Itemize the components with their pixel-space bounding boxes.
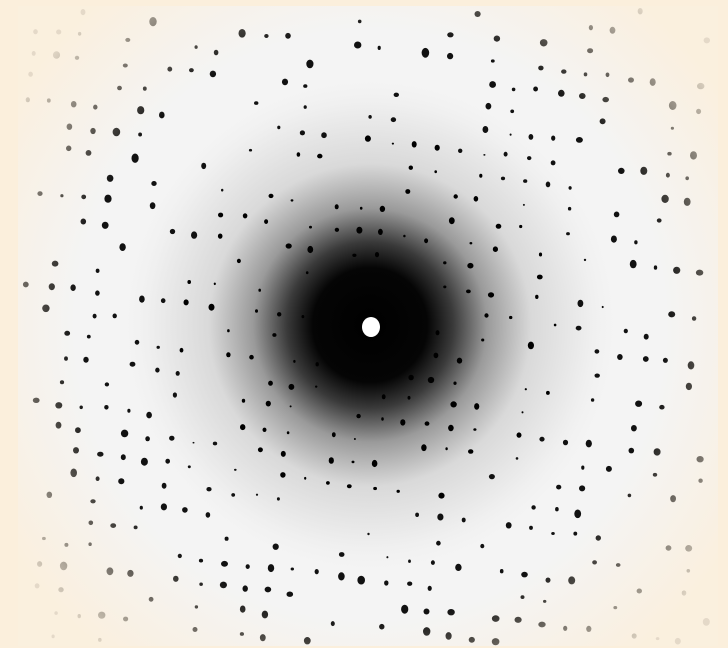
page: (() => { JSON.parse(document.getElementB… (0, 0, 728, 648)
diffraction-image (0, 0, 728, 648)
beam-stop (362, 317, 380, 337)
